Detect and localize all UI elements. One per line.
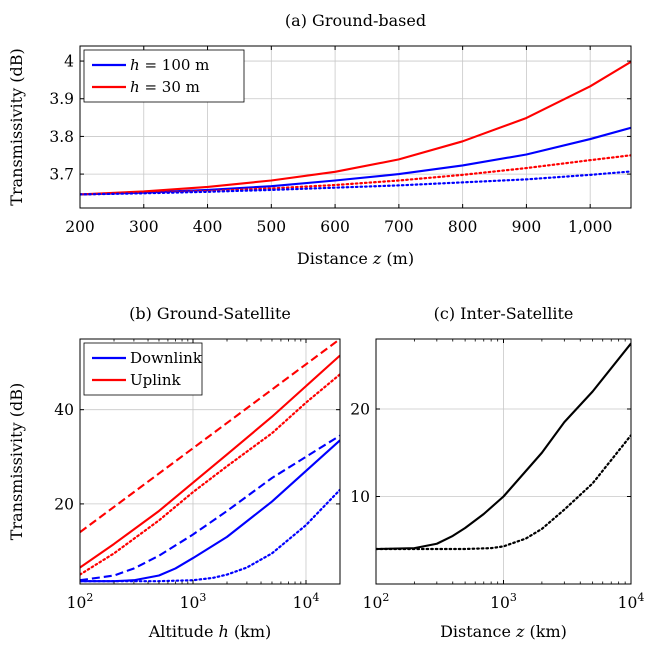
y-axis-label-a: Transmissivity (dB) [7, 48, 26, 205]
x-tick-label: 102 [363, 591, 390, 612]
x-tick-label: 200 [65, 218, 95, 236]
legend-label: h = 30 m [130, 78, 200, 96]
x-tick-label: 104 [618, 591, 645, 612]
x-axis-label-b: Altitude h (km) [148, 622, 272, 641]
x-tick-label: 800 [448, 218, 478, 236]
x-axis-label-c: Distance z (km) [440, 622, 567, 641]
legend-label: Downlink [130, 349, 203, 367]
y-axis-label-b: Transmissivity (dB) [7, 383, 26, 540]
series-line-b-4 [80, 439, 340, 583]
x-tick-label: 104 [293, 591, 320, 612]
y-tick-label: 20 [350, 401, 370, 419]
y-tick-label: 20 [54, 495, 74, 513]
x-tick-label: 500 [257, 218, 287, 236]
series-line-a-2 [80, 154, 631, 196]
x-tick-label: 400 [193, 218, 223, 236]
series-line-b-5 [80, 488, 340, 583]
legend-box [83, 342, 203, 396]
y-tick-label: 3.7 [49, 166, 74, 184]
y-tick-label: 4 [64, 53, 74, 71]
legend-b: Downlink Uplink [83, 342, 203, 396]
chart-panel-b: 102 103 104 20 40 (b) Ground-Satellite Altitud… [7, 304, 341, 641]
series-line-c-1 [376, 434, 631, 551]
chart-title-b: (b) Ground-Satellite [129, 304, 291, 323]
series-line-a-0 [80, 126, 631, 196]
series-line-b-3 [80, 434, 340, 582]
y-tick-label: 10 [350, 488, 370, 506]
x-axis-label-a: Distance z (m) [297, 249, 414, 268]
plot-frame [79, 45, 632, 209]
series-line-c-0 [376, 342, 631, 551]
x-tick-label: 102 [67, 591, 94, 612]
x-tick-label: 700 [384, 218, 414, 236]
legend-label: h = 100 m [130, 56, 209, 74]
legend-box [83, 49, 245, 103]
y-tick-label: 3.9 [49, 90, 74, 108]
x-tick-label: 103 [180, 591, 207, 612]
chart-title-a: (a) Ground-based [285, 11, 426, 30]
series-line-b-1 [80, 354, 340, 569]
x-tick-label: 900 [512, 218, 542, 236]
legend-label: Uplink [130, 371, 181, 389]
series-line-a-1 [80, 60, 631, 196]
chart-title-c: (c) Inter-Satellite [434, 304, 574, 323]
y-tick-label: 3.8 [49, 128, 74, 146]
x-tick-label: 1,000 [568, 218, 612, 236]
series-line-a-3 [80, 170, 631, 196]
x-tick-label: 103 [490, 591, 517, 612]
chart-panel-a: 200 300 400 500 600 700 800 900 1,000 3.7 3.8 3.9 4 (… [7, 11, 632, 268]
series-line-b-2 [80, 373, 340, 576]
x-tick-label: 600 [320, 218, 350, 236]
y-tick-label: 40 [54, 401, 74, 419]
chart-panel-c: 102 103 104 10 20 (c) Inter-Satellite Distance… [350, 304, 644, 641]
x-tick-label: 300 [129, 218, 159, 236]
plot-frame [79, 338, 341, 585]
legend-a: h = 100 m h = 30 m [83, 49, 245, 103]
series-line-b-0 [80, 339, 340, 534]
